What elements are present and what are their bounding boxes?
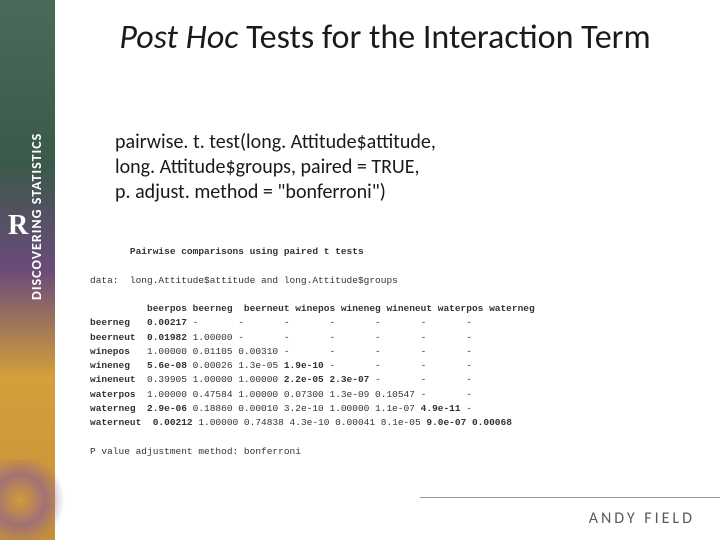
decoration-bottom: [0, 460, 70, 540]
footer-line: [420, 497, 720, 498]
code-line-1: pairwise. t. test(long. Attitude$attitud…: [115, 130, 436, 155]
sidebar-r-logo: R: [8, 210, 28, 242]
code-line-3: p. adjust. method = "bonferroni"): [115, 180, 436, 205]
title-rest: Tests for the Interaction Term: [238, 17, 650, 58]
code-block: pairwise. t. test(long. Attitude$attitud…: [115, 130, 436, 205]
slide-title: Post Hoc Tests for the Interaction Term: [75, 18, 695, 57]
r-output: Pairwise comparisons using paired t test…: [90, 245, 535, 459]
sidebar-decoration: DISCOVERING STATISTICS R: [0, 0, 55, 540]
author-footer: ANDY FIELD: [589, 509, 695, 528]
title-italic: Post Hoc: [119, 17, 238, 58]
code-line-2: long. Attitude$groups, paired = TRUE,: [115, 155, 436, 180]
sidebar-title-1: DISCOVERING STATISTICS: [28, 133, 45, 300]
